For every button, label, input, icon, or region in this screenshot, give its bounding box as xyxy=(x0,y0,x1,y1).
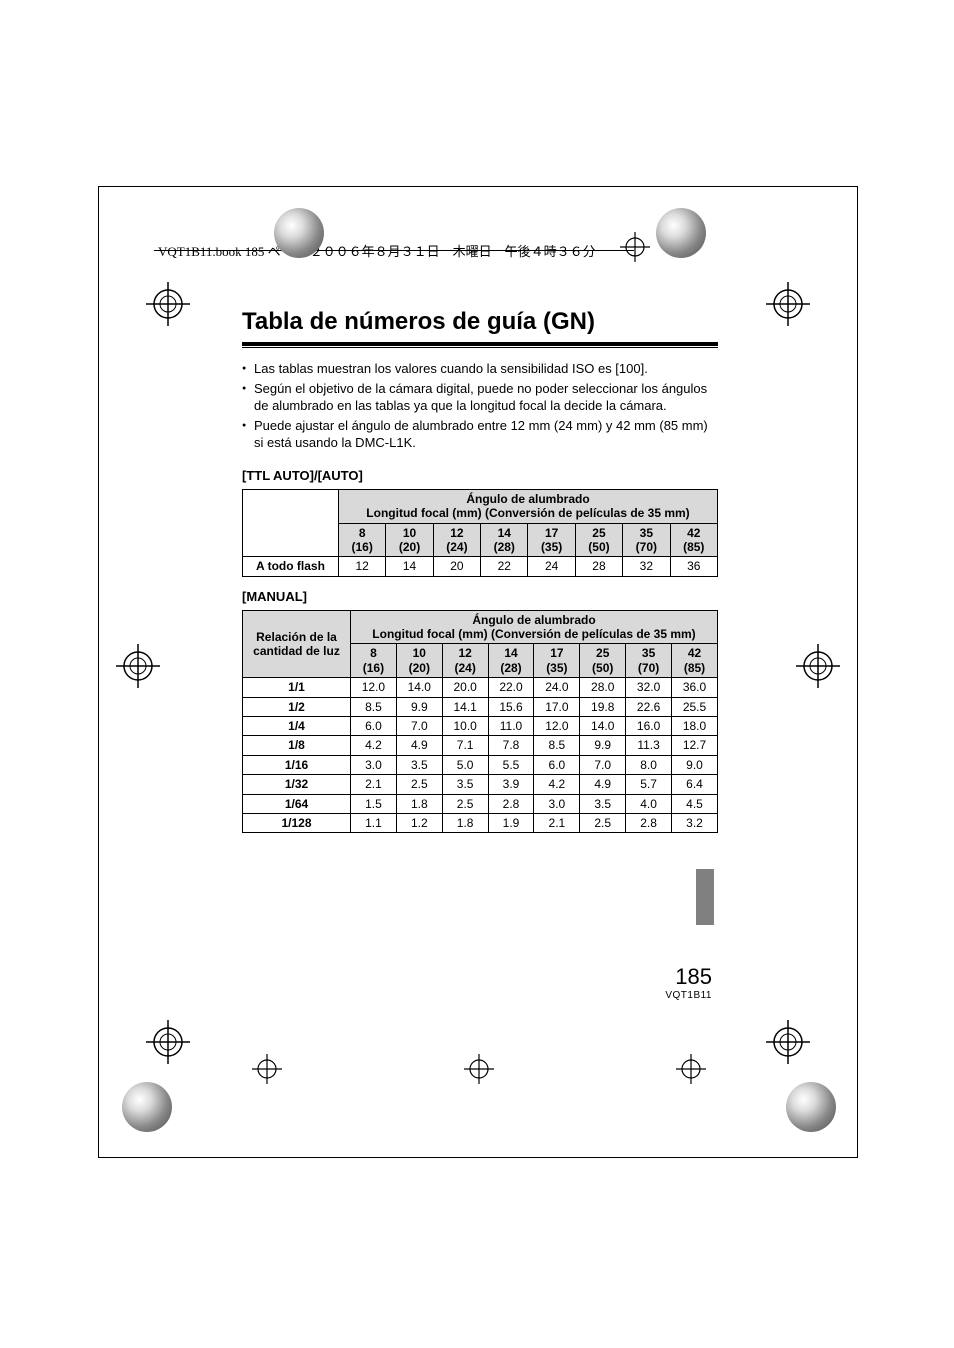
table-row: 1/163.03.55.05.56.07.08.09.0 xyxy=(243,755,718,774)
section-heading-ttl: [TTL AUTO]/[AUTO] xyxy=(242,468,718,483)
title-underline xyxy=(242,342,718,348)
registration-mark xyxy=(116,644,160,688)
registration-mark xyxy=(464,1054,494,1084)
color-reference-ball xyxy=(786,1082,836,1132)
bullet-item: Puede ajustar el ángulo de alumbrado ent… xyxy=(242,417,718,452)
section-heading-manual: [MANUAL] xyxy=(242,589,718,604)
table-row: 1/46.07.010.011.012.014.016.018.0 xyxy=(243,717,718,736)
page-title: Tabla de números de guía (GN) xyxy=(242,308,718,336)
registration-mark xyxy=(766,1020,810,1064)
bullet-item: Según el objetivo de la cámara digital, … xyxy=(242,380,718,415)
registration-mark xyxy=(766,282,810,326)
registration-mark xyxy=(252,1054,282,1084)
table-header-line: Longitud focal (mm) (Conversión de pelíc… xyxy=(366,506,689,520)
registration-mark xyxy=(676,1054,706,1084)
table-header-line: Ángulo de alumbrado xyxy=(472,613,595,627)
table-row: A todo flash 12 14 20 22 24 28 32 36 xyxy=(243,557,718,576)
table-manual: Relación de la cantidad de luz Ángulo de… xyxy=(242,610,718,834)
color-reference-ball xyxy=(274,208,324,258)
registration-mark xyxy=(620,232,650,262)
header-line: VQT1B11.book 185 ページ ２００６年８月３１日 木曜日 午後４時… xyxy=(158,241,596,260)
color-reference-ball xyxy=(122,1082,172,1132)
thumb-tab xyxy=(696,869,714,925)
registration-mark xyxy=(796,644,840,688)
table-ttl-auto: Ángulo de alumbrado Longitud focal (mm) … xyxy=(242,489,718,577)
page-number-block: 185 VQT1B11 xyxy=(665,966,712,1001)
page-content: Tabla de números de guía (GN) Las tablas… xyxy=(242,308,718,833)
table-row: 1/322.12.53.53.94.24.95.76.4 xyxy=(243,775,718,794)
page-number: 185 xyxy=(665,966,712,988)
registration-mark xyxy=(146,282,190,326)
table-row: 1/112.014.020.022.024.028.032.036.0 xyxy=(243,678,718,697)
registration-mark xyxy=(146,1020,190,1064)
doc-id: VQT1B11 xyxy=(665,990,712,1001)
table-row: 1/84.24.97.17.88.59.911.312.7 xyxy=(243,736,718,755)
intro-bullets: Las tablas muestran los valores cuando l… xyxy=(242,360,718,452)
table-header-line: Longitud focal (mm) (Conversión de pelíc… xyxy=(372,627,695,641)
table-row: 1/28.59.914.115.617.019.822.625.5 xyxy=(243,697,718,716)
color-reference-ball xyxy=(656,208,706,258)
table-row: 1/1281.11.21.81.92.12.52.83.2 xyxy=(243,813,718,832)
table-row: 1/641.51.82.52.83.03.54.04.5 xyxy=(243,794,718,813)
table-header-line: Ángulo de alumbrado xyxy=(466,492,589,506)
bullet-item: Las tablas muestran los valores cuando l… xyxy=(242,360,718,378)
